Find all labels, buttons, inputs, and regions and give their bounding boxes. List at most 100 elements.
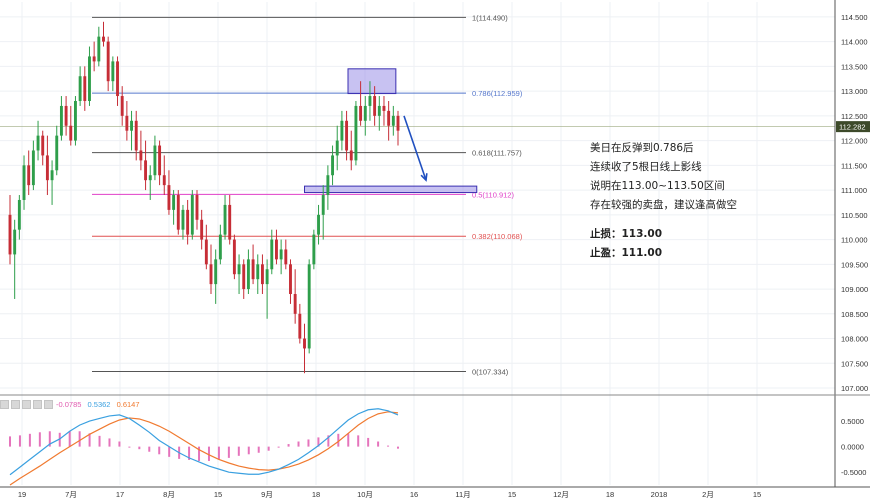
candle-body (317, 214, 320, 235)
hist-bar (128, 446, 131, 448)
candle-body (45, 155, 49, 181)
osc-tick-label: -0.5000 (841, 468, 866, 477)
candle-body (64, 105, 68, 126)
candle-body (106, 41, 110, 82)
candle-body (218, 234, 222, 260)
candle-body (200, 219, 204, 240)
hist-bar (397, 446, 399, 449)
hist-bar (337, 433, 340, 447)
candle-body (139, 150, 143, 161)
y-tick-label: 108.000 (841, 335, 868, 344)
hist-bar (287, 444, 290, 447)
y-tick-label: 109.500 (841, 260, 868, 269)
x-tick-label: 2018 (651, 490, 668, 499)
candle-body (158, 145, 162, 176)
hist-bar (18, 435, 21, 447)
candle-body (111, 61, 115, 82)
candle-body (260, 264, 264, 285)
hist-bar (138, 446, 141, 450)
trade-annotation: 美日在反弹到0.786后 连续收了5根日线上影线 说明在113.00~113.5… (590, 139, 830, 263)
candle-body (321, 195, 325, 215)
toolbar-button[interactable] (0, 400, 9, 409)
candle-body (102, 36, 105, 42)
candle-body (148, 175, 152, 181)
hist-bar (148, 446, 151, 452)
x-tick-label: 15 (753, 490, 761, 499)
toolbar-button[interactable] (22, 400, 31, 409)
toolbar-button[interactable] (33, 400, 42, 409)
candle-body (312, 234, 316, 265)
candle-body (293, 294, 297, 314)
hist-bar (317, 437, 320, 447)
hist-bar (387, 445, 390, 447)
candle-body (326, 175, 330, 196)
price-tag-label: 112.282 (839, 123, 866, 132)
hist-bar (88, 433, 91, 447)
annotation-line-1: 美日在反弹到0.786后 (590, 142, 694, 154)
y-tick-label: 113.000 (841, 87, 868, 96)
hist-bar (237, 446, 240, 456)
candle-body (345, 120, 349, 151)
fib-label: 0(107.334) (472, 368, 509, 377)
y-tick-label: 111.500 (841, 161, 867, 170)
candle-body (265, 269, 269, 285)
annotation-line-4: 存在较强的卖盘，建议逢高做空 (590, 199, 737, 211)
candle-body (97, 36, 101, 62)
candle-body (31, 150, 35, 186)
candle-body (69, 125, 73, 141)
macd-value: -0.0785 (56, 400, 82, 409)
hist-bar (118, 441, 121, 447)
x-axis: 19 7月 17 8月 15 9月 18 10月 16 11月 15 12月 18 2018 2月 15 (0, 486, 870, 499)
x-tick-label: 10月 (357, 490, 373, 499)
hist-bar (217, 446, 220, 460)
candle-body (363, 105, 367, 121)
hist-bar (108, 438, 111, 447)
hist-bar (307, 439, 310, 447)
candle-body (368, 96, 372, 106)
hist-bar (297, 441, 300, 447)
y-tick-label: 111.000 (841, 186, 867, 195)
candle-body (162, 175, 166, 186)
stop-loss: 止损：113.00 (590, 228, 663, 240)
y-tick-label: 110.500 (841, 211, 868, 220)
candle-body (50, 170, 54, 181)
annotation-line-2: 连续收了5根日线上影线 (590, 161, 702, 173)
x-tick-label: 18 (312, 490, 320, 499)
x-tick-label: 16 (410, 490, 418, 499)
toolbar-button[interactable] (44, 400, 53, 409)
candle-body (242, 264, 246, 290)
hist-bar (377, 441, 380, 447)
oscillator-toolbar[interactable] (0, 400, 53, 409)
x-tick-label: 2月 (702, 490, 714, 499)
y-tick-label: 114.000 (841, 38, 868, 47)
hist-bar (168, 446, 171, 457)
x-tick-label: 19 (18, 490, 26, 499)
candle-body (186, 209, 190, 235)
candle-body (289, 264, 292, 295)
candle-body (354, 105, 358, 161)
candle-body (88, 56, 91, 101)
y-tick-label: 109.000 (841, 285, 868, 294)
candle-body (172, 195, 176, 210)
candle-body (307, 264, 311, 349)
candle-body (8, 214, 12, 255)
osc-tick-label: 0.0000 (841, 443, 864, 452)
candle-body (391, 115, 395, 126)
candle-body (214, 259, 218, 285)
hist-bar (267, 446, 270, 451)
hist-bar (207, 446, 210, 461)
candle-body (359, 105, 363, 121)
macd-line (9, 408, 399, 476)
oscillator-pane: 0.5000 0.0000 -0.5000 (9, 408, 866, 486)
candle-body (275, 239, 278, 260)
candle-body (190, 195, 194, 235)
hist-bar (227, 446, 230, 458)
toolbar-button[interactable] (11, 400, 20, 409)
candle-body (27, 165, 31, 186)
hist-bar (367, 437, 370, 447)
candle-body (181, 209, 185, 230)
candle-body (331, 155, 335, 176)
y-tick-label: 112.500 (841, 112, 868, 121)
hist-bar (38, 432, 41, 447)
hist-bar (257, 446, 260, 453)
